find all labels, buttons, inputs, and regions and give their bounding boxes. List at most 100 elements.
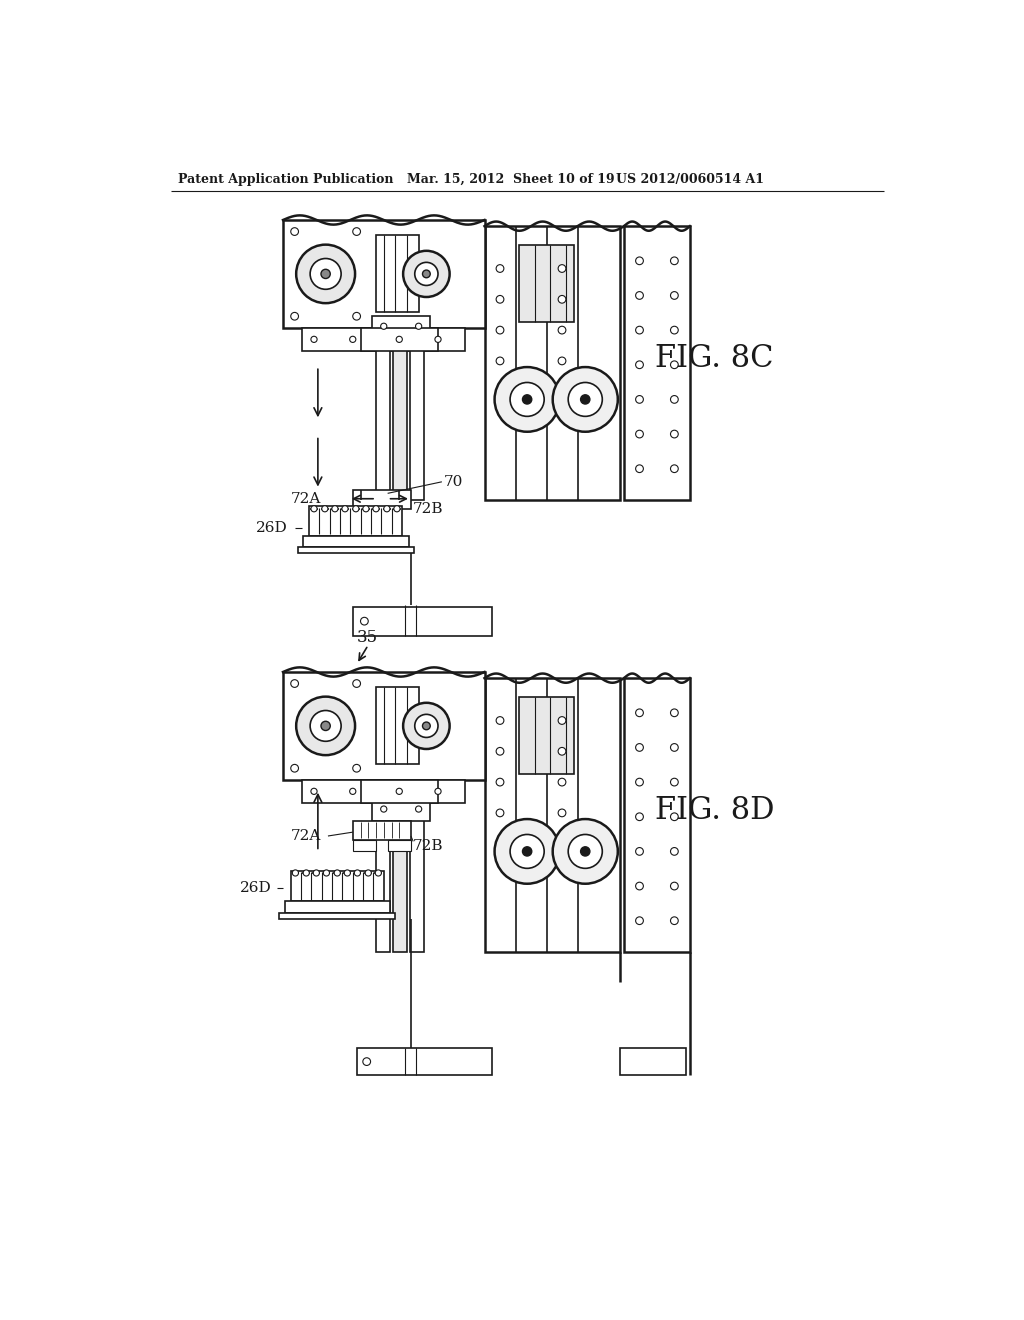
Circle shape — [558, 779, 566, 785]
Bar — [283, 672, 484, 780]
Circle shape — [344, 870, 350, 876]
Bar — [624, 678, 690, 952]
Circle shape — [342, 506, 348, 512]
Circle shape — [636, 709, 643, 717]
Bar — [372, 317, 430, 338]
Circle shape — [296, 697, 355, 755]
Circle shape — [636, 743, 643, 751]
Circle shape — [522, 395, 531, 404]
Bar — [356, 1048, 493, 1074]
Circle shape — [352, 680, 360, 688]
Circle shape — [366, 870, 372, 876]
Text: Patent Application Publication: Patent Application Publication — [178, 173, 394, 186]
Bar — [388, 840, 411, 851]
Text: 26D: 26D — [256, 521, 288, 535]
Circle shape — [636, 465, 643, 473]
Circle shape — [396, 337, 402, 342]
Bar — [360, 780, 438, 803]
Circle shape — [496, 779, 504, 785]
Circle shape — [558, 717, 566, 725]
Circle shape — [496, 809, 504, 817]
Circle shape — [495, 367, 560, 432]
Text: 35: 35 — [356, 628, 378, 645]
Circle shape — [352, 313, 360, 321]
Circle shape — [510, 383, 544, 416]
Circle shape — [375, 870, 381, 876]
Circle shape — [349, 788, 356, 795]
Circle shape — [352, 228, 360, 235]
Circle shape — [352, 506, 359, 512]
Circle shape — [394, 506, 400, 512]
Circle shape — [311, 506, 317, 512]
Bar — [352, 490, 411, 508]
Circle shape — [332, 506, 338, 512]
Circle shape — [423, 722, 430, 730]
Circle shape — [496, 747, 504, 755]
Bar — [624, 226, 690, 499]
Text: Mar. 15, 2012  Sheet 10 of 19: Mar. 15, 2012 Sheet 10 of 19 — [407, 173, 614, 186]
Text: FIG. 8D: FIG. 8D — [655, 795, 774, 826]
Circle shape — [416, 807, 422, 812]
Circle shape — [671, 847, 678, 855]
Bar — [302, 327, 465, 351]
Text: 72A: 72A — [291, 492, 322, 506]
Circle shape — [496, 296, 504, 304]
Circle shape — [496, 717, 504, 725]
Bar — [410, 813, 424, 952]
Circle shape — [291, 680, 299, 688]
Circle shape — [415, 263, 438, 285]
Circle shape — [553, 367, 617, 432]
Circle shape — [671, 882, 678, 890]
Circle shape — [636, 847, 643, 855]
Circle shape — [324, 870, 330, 876]
Circle shape — [496, 326, 504, 334]
Circle shape — [636, 326, 643, 334]
Circle shape — [671, 360, 678, 368]
Bar — [291, 871, 384, 902]
Circle shape — [384, 506, 390, 512]
Circle shape — [310, 710, 341, 742]
Circle shape — [671, 465, 678, 473]
Circle shape — [291, 313, 299, 321]
Circle shape — [636, 882, 643, 890]
Circle shape — [322, 506, 328, 512]
Circle shape — [291, 764, 299, 772]
Circle shape — [423, 271, 430, 277]
Circle shape — [291, 228, 299, 235]
Circle shape — [396, 788, 402, 795]
Bar — [280, 913, 395, 919]
Bar — [283, 220, 484, 327]
Circle shape — [671, 813, 678, 821]
Circle shape — [416, 323, 422, 330]
Circle shape — [636, 813, 643, 821]
Text: 72B: 72B — [414, 840, 443, 853]
Bar — [298, 548, 414, 553]
Bar — [393, 813, 407, 952]
Text: 72B: 72B — [414, 502, 443, 516]
Circle shape — [362, 1057, 371, 1065]
Circle shape — [321, 721, 331, 730]
Bar — [484, 226, 621, 499]
Circle shape — [671, 709, 678, 717]
Circle shape — [558, 809, 566, 817]
Circle shape — [349, 337, 356, 342]
Bar — [352, 840, 376, 851]
Circle shape — [581, 847, 590, 857]
Circle shape — [671, 396, 678, 404]
Bar — [376, 688, 419, 764]
Circle shape — [671, 917, 678, 924]
Circle shape — [671, 257, 678, 264]
Circle shape — [352, 764, 360, 772]
Circle shape — [671, 326, 678, 334]
Bar — [372, 799, 430, 821]
Bar — [303, 536, 409, 548]
Bar — [519, 697, 573, 775]
Circle shape — [558, 358, 566, 364]
Circle shape — [303, 870, 309, 876]
Circle shape — [292, 870, 299, 876]
Circle shape — [671, 779, 678, 785]
Circle shape — [321, 269, 331, 279]
Circle shape — [362, 506, 369, 512]
Bar — [360, 327, 438, 351]
Circle shape — [381, 807, 387, 812]
